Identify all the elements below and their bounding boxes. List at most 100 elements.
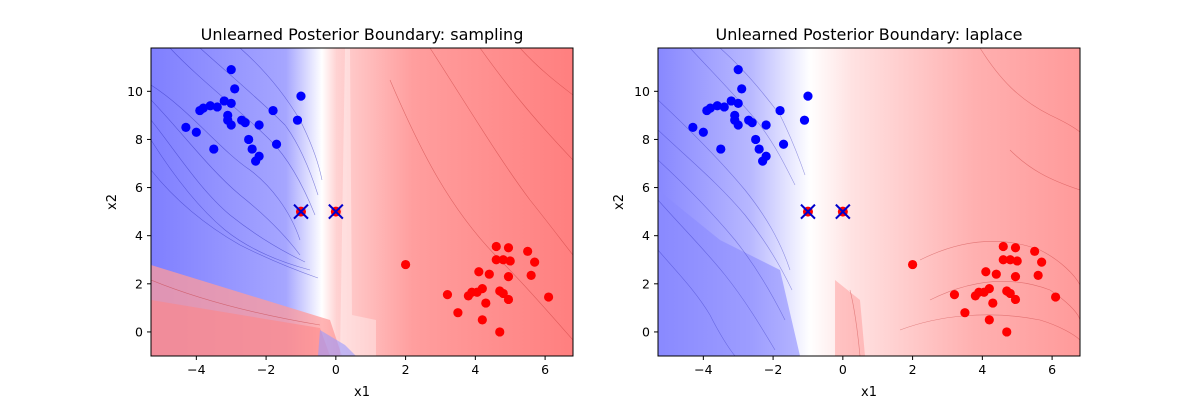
blue-class-point	[775, 105, 785, 116]
red-class-point	[981, 267, 991, 277]
red-class-point	[984, 315, 994, 325]
blue-class-point	[751, 134, 761, 145]
red-class-point	[477, 315, 487, 325]
blue-class-point	[799, 115, 810, 125]
red-class-point	[1012, 256, 1022, 266]
blue-class-point	[730, 115, 740, 125]
blue-class-point	[705, 103, 715, 113]
blue-class-point	[719, 102, 729, 112]
blue-class-point	[778, 139, 789, 149]
blue-class-point	[758, 156, 768, 166]
red-class-point	[907, 259, 918, 270]
red-class-point	[970, 291, 980, 301]
blue-class-point	[292, 115, 303, 125]
blue-class-point	[698, 127, 708, 137]
y-tick-label: 6	[642, 180, 650, 195]
y-tick-label: 10	[634, 84, 650, 99]
red-class-point	[498, 255, 508, 265]
y-tick-label: 8	[135, 132, 143, 147]
red-class-point	[523, 246, 533, 256]
blue-class-point	[803, 91, 813, 101]
red-class-point	[474, 267, 484, 277]
plot-frame	[657, 47, 1081, 357]
x-tick-label: 4	[978, 362, 986, 377]
red-class-point	[526, 270, 536, 280]
blue-class-point	[268, 105, 278, 116]
red-class-point	[530, 257, 540, 267]
red-class-point	[998, 255, 1008, 265]
red-class-point	[495, 327, 505, 337]
y-axis: 0 2 4 6 8 10	[634, 84, 658, 339]
y-tick-label: 6	[135, 180, 143, 195]
blue-class-point	[254, 120, 264, 130]
red-class-point	[503, 271, 514, 282]
x-tick-label: −4	[694, 362, 712, 377]
x-tick-label: −4	[187, 362, 205, 377]
red-class-point	[1002, 327, 1012, 337]
blue-class-point	[212, 102, 222, 112]
red-class-point	[400, 259, 411, 270]
y-tick-label: 8	[642, 132, 650, 147]
red-class-point	[491, 255, 501, 265]
x-axis-label: x1	[354, 385, 370, 400]
query-point-x-marker	[328, 203, 344, 220]
query-point-x-marker	[835, 203, 851, 220]
y-tick-label: 0	[642, 324, 650, 339]
y-tick-label: 10	[127, 84, 143, 99]
red-class-point	[498, 288, 508, 299]
subplot-sampling: Unlearned Posterior Boundary: sampling	[105, 25, 574, 400]
red-class-point	[463, 291, 473, 301]
red-class-point	[960, 308, 970, 318]
red-class-point	[503, 294, 514, 305]
blue-class-point	[296, 91, 306, 101]
blue-class-point	[712, 101, 722, 111]
red-class-point	[988, 298, 998, 308]
red-class-point	[503, 243, 514, 253]
x-axis-label: x1	[861, 385, 877, 400]
blue-class-point	[226, 98, 236, 108]
y-tick-label: 4	[135, 228, 143, 243]
red-class-point	[998, 241, 1008, 252]
x-tick-label: −2	[257, 362, 275, 377]
y-tick-label: 2	[135, 276, 143, 291]
y-tick-label: 2	[642, 276, 650, 291]
red-class-point	[1010, 243, 1021, 253]
x-tick-label: 2	[402, 362, 410, 377]
blue-class-point	[737, 84, 747, 94]
red-class-point	[1010, 271, 1021, 282]
x-tick-label: 0	[332, 362, 340, 377]
blue-class-point	[271, 139, 282, 149]
red-class-point	[1005, 255, 1015, 265]
query-point-x-marker	[800, 203, 816, 220]
y-tick-label: 0	[135, 324, 143, 339]
plot-frame	[150, 47, 574, 357]
blue-class-point	[726, 96, 736, 106]
red-class-point	[949, 290, 960, 300]
blue-class-point	[244, 134, 254, 145]
blue-class-point	[219, 96, 229, 106]
red-class-point	[1010, 294, 1021, 305]
blue-class-point	[226, 65, 236, 75]
subplot-laplace: Unlearned Posterior Boundary: laplace	[612, 25, 1081, 400]
x-axis: −4 −2 0 2 4 6	[694, 356, 1056, 377]
data-points	[181, 65, 554, 337]
blue-class-point	[223, 115, 233, 125]
chart-title: Unlearned Posterior Boundary: sampling	[201, 25, 524, 44]
y-axis-label: x2	[612, 194, 627, 210]
blue-class-point	[761, 120, 771, 130]
blue-class-point	[247, 144, 257, 154]
red-class-point	[991, 269, 1001, 279]
blue-class-point	[688, 122, 698, 133]
red-class-point	[1033, 270, 1043, 280]
red-class-point	[472, 287, 482, 297]
query-point-x-marker	[293, 203, 309, 220]
chart-title: Unlearned Posterior Boundary: laplace	[716, 25, 1023, 44]
blue-class-point	[733, 98, 743, 108]
red-class-point	[453, 308, 463, 318]
blue-class-point	[240, 117, 250, 128]
red-class-point	[1037, 257, 1047, 267]
red-class-point	[481, 298, 491, 308]
y-axis-label: x2	[105, 194, 120, 210]
blue-class-point	[230, 84, 240, 94]
